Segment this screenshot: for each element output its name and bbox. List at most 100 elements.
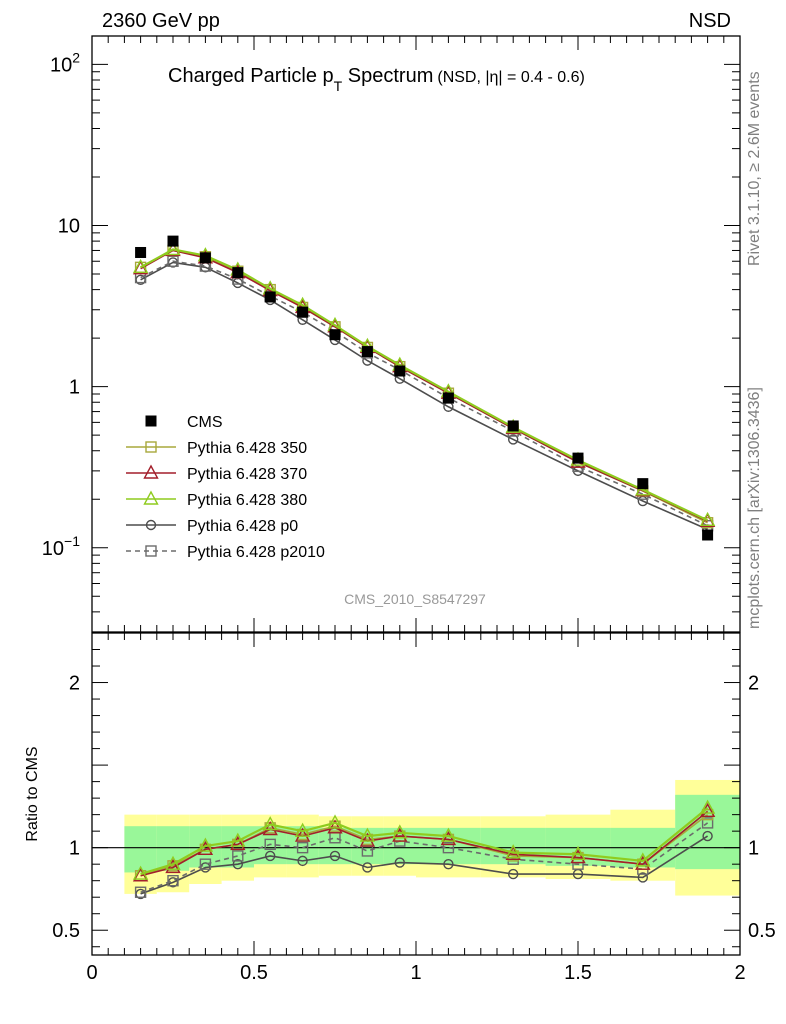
legend-marker-p380 (143, 490, 159, 505)
ratio-point-p370 (440, 830, 457, 846)
legend-label-p0: Pythia 6.428 p0 (187, 518, 298, 535)
ratio-point-p2010 (296, 841, 309, 854)
ratio-point-p380 (570, 845, 586, 860)
x-tick-label: 2 (734, 962, 745, 984)
ratio-point-p380 (635, 852, 651, 867)
y-tick-label: 1 (69, 377, 80, 399)
x-tick-label: 1 (410, 962, 421, 984)
ratio-point-p370 (165, 859, 181, 874)
x-tick-label: 0.5 (240, 962, 268, 984)
legend-label-p2010: Pythia 6.428 p2010 (187, 544, 325, 561)
main-point-cms (199, 252, 211, 264)
main-point-cms (637, 478, 649, 490)
ratio-y-tick-label-right: 0.5 (748, 920, 776, 942)
ratio-point-p380 (294, 822, 311, 837)
y-tick-label: 10 (58, 215, 80, 237)
ratio-point-p0 (232, 858, 244, 870)
ratio-point-p0 (297, 855, 308, 867)
main-point-cms (702, 529, 714, 541)
ratio-band-inner (124, 826, 157, 873)
legend-label-p350: Pythia 6.428 350 (187, 440, 307, 457)
ratio-point-p2010 (264, 838, 276, 851)
y-tick-label: 102 (50, 49, 80, 76)
ratio-y-tick-label-right: 2 (748, 673, 759, 695)
ratio-point-p2010 (167, 874, 179, 887)
main-point-p380 (165, 240, 181, 256)
ratio-point-p0 (362, 862, 373, 873)
main-point-cms (167, 235, 179, 247)
ratio-point-p0 (443, 858, 454, 870)
ratio-y-tick-label: 0.5 (52, 920, 80, 942)
main-point-cms (507, 420, 519, 432)
main-point-cms (232, 267, 244, 279)
y-tick-label-base: 10 (50, 54, 72, 76)
main-point-cms (297, 306, 309, 318)
ratio-point-p380 (327, 814, 343, 829)
ratio-point-p370 (392, 827, 408, 842)
ratio-point-p0 (702, 830, 713, 842)
analysis-watermark: CMS_2010_S8547297 (344, 591, 486, 607)
legend-marker-p370 (143, 464, 159, 479)
main-series-cms (135, 235, 714, 541)
ratio-line-p380 (140, 807, 709, 876)
x-tick-label: 1.5 (564, 962, 592, 984)
ratio-point-p380 (230, 832, 246, 847)
legend-marker-cms (145, 415, 157, 427)
ratio-point-p2010 (134, 886, 147, 898)
ratio-point-p380 (359, 827, 376, 842)
main-point-p380 (699, 511, 716, 527)
ratio-point-p0 (329, 850, 341, 862)
ratio-point-p370 (327, 819, 343, 834)
ratio-point-p380 (699, 799, 716, 814)
ratio-series-p380 (132, 799, 716, 880)
ratio-point-p0 (508, 868, 519, 880)
ratio-point-p380 (440, 827, 457, 842)
ratio-point-p2010 (442, 841, 455, 854)
ratio-point-p380 (132, 865, 149, 880)
legend-label-cms: CMS (187, 414, 223, 431)
ratio-point-p2010 (199, 858, 212, 870)
main-point-cms (361, 346, 373, 358)
main-series-p350 (134, 244, 714, 529)
ratio-point-p380 (262, 816, 278, 831)
main-point-p0 (508, 434, 519, 445)
legend-marker-p350 (145, 441, 157, 453)
main-point-p2010 (167, 255, 179, 267)
ratio-y-tick-label: 1 (69, 838, 80, 860)
y-tick-label-exp: −1 (64, 533, 80, 549)
chart-title-tail: Spectrum (342, 65, 433, 87)
header-left-label: 2360 GeV pp (102, 10, 220, 32)
ratio-point-p370 (262, 821, 278, 836)
ratio-y-tick-label-right: 1 (748, 838, 759, 860)
y-tick-label-exp: 2 (72, 49, 80, 65)
ratio-point-p0 (265, 850, 276, 862)
ratio-point-p0 (637, 872, 648, 883)
legend-label-p370: Pythia 6.428 370 (187, 466, 307, 483)
ratio-y-axis-label: Ratio to CMS (24, 746, 41, 841)
ratio-point-p380 (165, 855, 181, 870)
legend: CMS Pythia 6.428 350 Pythia 6.428 370 Pythi… (126, 414, 325, 561)
main-point-cms (329, 329, 341, 341)
ratio-point-p0 (394, 857, 405, 868)
y-tick-label: 10−1 (42, 533, 80, 560)
ratio-point-p370 (230, 835, 246, 851)
legend-marker-p0 (145, 519, 157, 531)
rivet-version-label: Rivet 3.1.10, ≥ 2.6M events (746, 71, 763, 266)
chart-title: Charged Particle pT Spectrum (NSD, |η| = … (168, 65, 585, 94)
ratio-point-p370 (635, 855, 651, 870)
ratio-point-p370 (570, 849, 586, 864)
ratio-y-tick-label: 2 (69, 673, 80, 695)
main-point-cms (572, 452, 584, 464)
chart-title-subscript: T (334, 78, 343, 94)
main-line-p0 (140, 261, 708, 531)
ratio-point-p370 (132, 867, 149, 882)
main-frame (91, 35, 741, 633)
main-point-cms (442, 392, 454, 404)
mcplots-label: mcplots.cern.ch [arXiv:1306.3436] (746, 387, 763, 629)
ratio-point-p370 (294, 827, 311, 842)
legend-label-p380: Pythia 6.428 380 (187, 492, 307, 509)
ratio-point-p2010 (701, 817, 714, 829)
chart-title-main: Charged Particle p (168, 65, 334, 87)
